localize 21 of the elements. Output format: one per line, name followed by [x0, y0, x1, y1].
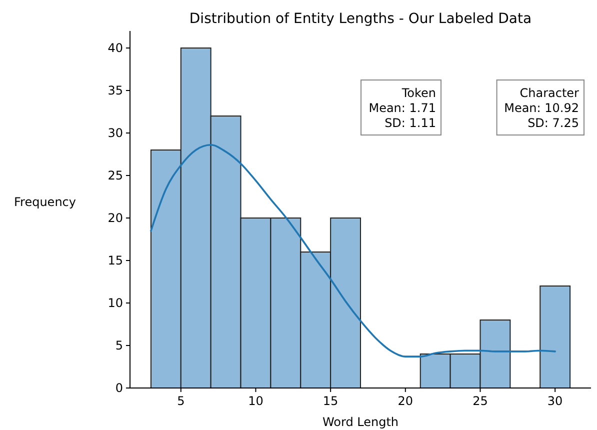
annotation: Token Mean: 1.71 SD: 1.11	[368, 86, 436, 130]
x-tick-label: 5	[177, 394, 185, 408]
x-axis-title: Word Length	[322, 415, 399, 429]
annotation: Character Mean: 10.92 SD: 7.25	[504, 86, 580, 130]
x-tick-label: 15	[322, 394, 338, 408]
y-tick-label: 0	[115, 381, 123, 395]
y-tick-label: 15	[108, 254, 123, 268]
x-tick-label: 20	[398, 394, 414, 408]
y-axis-title: Frequency	[14, 195, 76, 209]
x-tick-label: 10	[248, 394, 264, 408]
y-tick-label: 20	[108, 211, 123, 225]
y-tick-label: 35	[108, 84, 123, 98]
x-tick-label: 30	[547, 394, 563, 408]
chart-title: Distribution of Entity Lengths - Our Labeled Data	[189, 11, 532, 27]
y-tick-label: 10	[108, 296, 123, 310]
y-tick-label: 30	[108, 126, 123, 140]
y-tick-label: 25	[108, 168, 123, 182]
y-tick-label: 5	[115, 338, 123, 352]
line-series	[150, 144, 556, 358]
y-tick-label: 40	[108, 41, 123, 55]
x-tick-label: 25	[472, 394, 488, 408]
